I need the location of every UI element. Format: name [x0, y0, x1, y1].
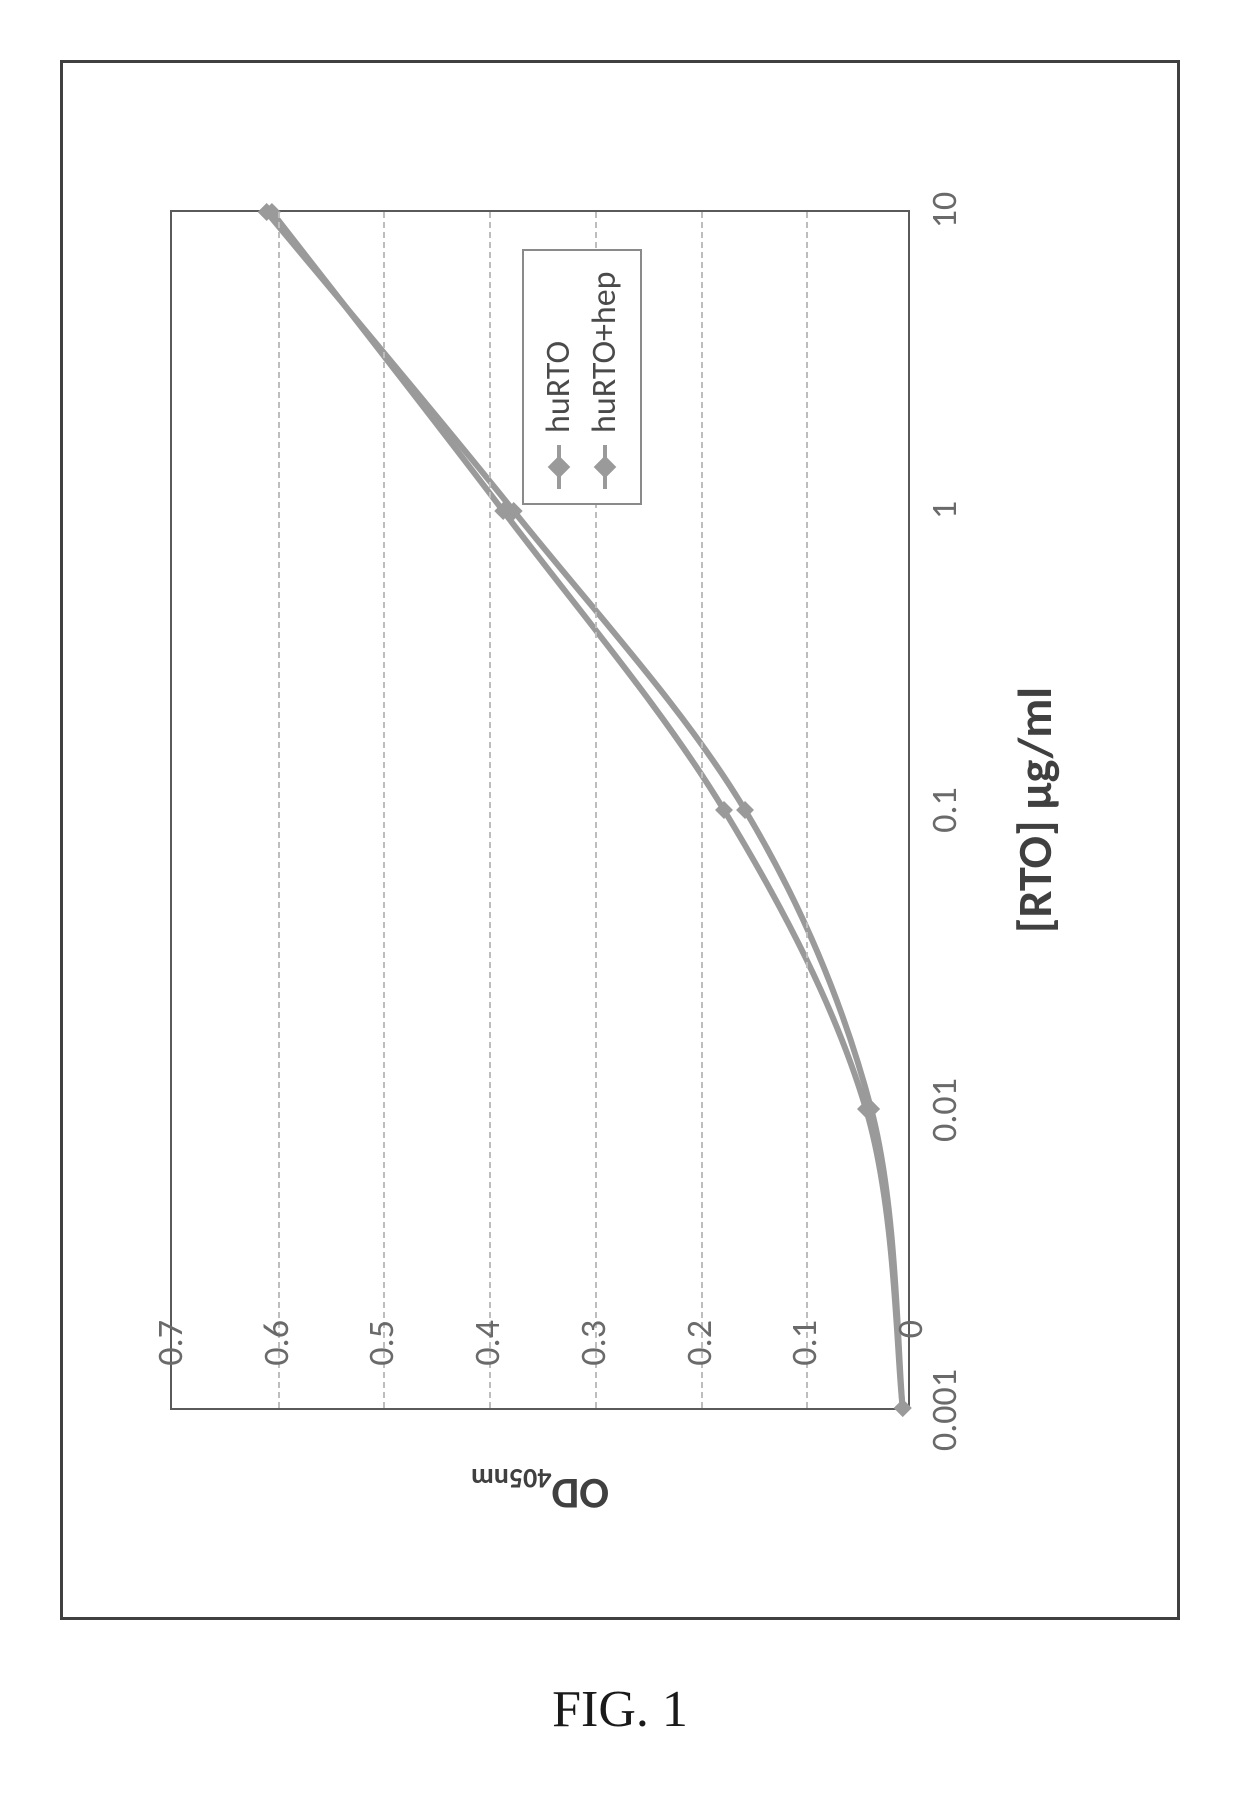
x-tick-label: 0.1 — [922, 787, 966, 833]
x-tick-label: 0.01 — [922, 1078, 966, 1142]
chart-canvas: OD405nm [RTO] µg/ml 00.10.20.30.40.50.60… — [110, 110, 1130, 1570]
figure-label: FIG. 1 — [552, 1680, 688, 1739]
y-tick-label: 0.1 — [782, 1320, 826, 1410]
y-tick-label: 0.7 — [148, 1320, 192, 1410]
y-tick-label: 0.5 — [359, 1320, 403, 1410]
legend-item: huRTO+hep — [582, 271, 628, 489]
legend-label: huRTO — [536, 341, 582, 433]
gridline — [383, 212, 385, 1408]
legend-item: huRTO — [536, 271, 582, 489]
legend: huRTOhuRTO+hep — [522, 249, 642, 505]
y-axis-title: OD405nm — [471, 1461, 609, 1521]
legend-swatch-icon — [557, 445, 561, 489]
gridline — [489, 212, 491, 1408]
y-tick-label: 0.3 — [571, 1320, 615, 1410]
x-tick-label: 10 — [922, 192, 966, 229]
gridline — [278, 212, 280, 1408]
gridline — [701, 212, 703, 1408]
legend-swatch-icon — [603, 445, 607, 489]
page-root: OD405nm [RTO] µg/ml 00.10.20.30.40.50.60… — [0, 0, 1240, 1802]
gridline — [806, 212, 808, 1408]
x-axis-title: [RTO] µg/ml — [1005, 687, 1064, 933]
figure-frame: OD405nm [RTO] µg/ml 00.10.20.30.40.50.60… — [60, 60, 1180, 1620]
x-tick-label: 1 — [922, 501, 966, 519]
y-tick-label: 0.6 — [254, 1320, 298, 1410]
legend-label: huRTO+hep — [582, 271, 628, 433]
y-tick-label: 0.2 — [677, 1320, 721, 1410]
y-tick-label: 0.4 — [465, 1320, 509, 1410]
x-tick-label: 0.001 — [922, 1369, 966, 1451]
y-axis-title-text: OD — [551, 1467, 609, 1521]
y-axis-title-sub: 405nm — [471, 1461, 551, 1496]
